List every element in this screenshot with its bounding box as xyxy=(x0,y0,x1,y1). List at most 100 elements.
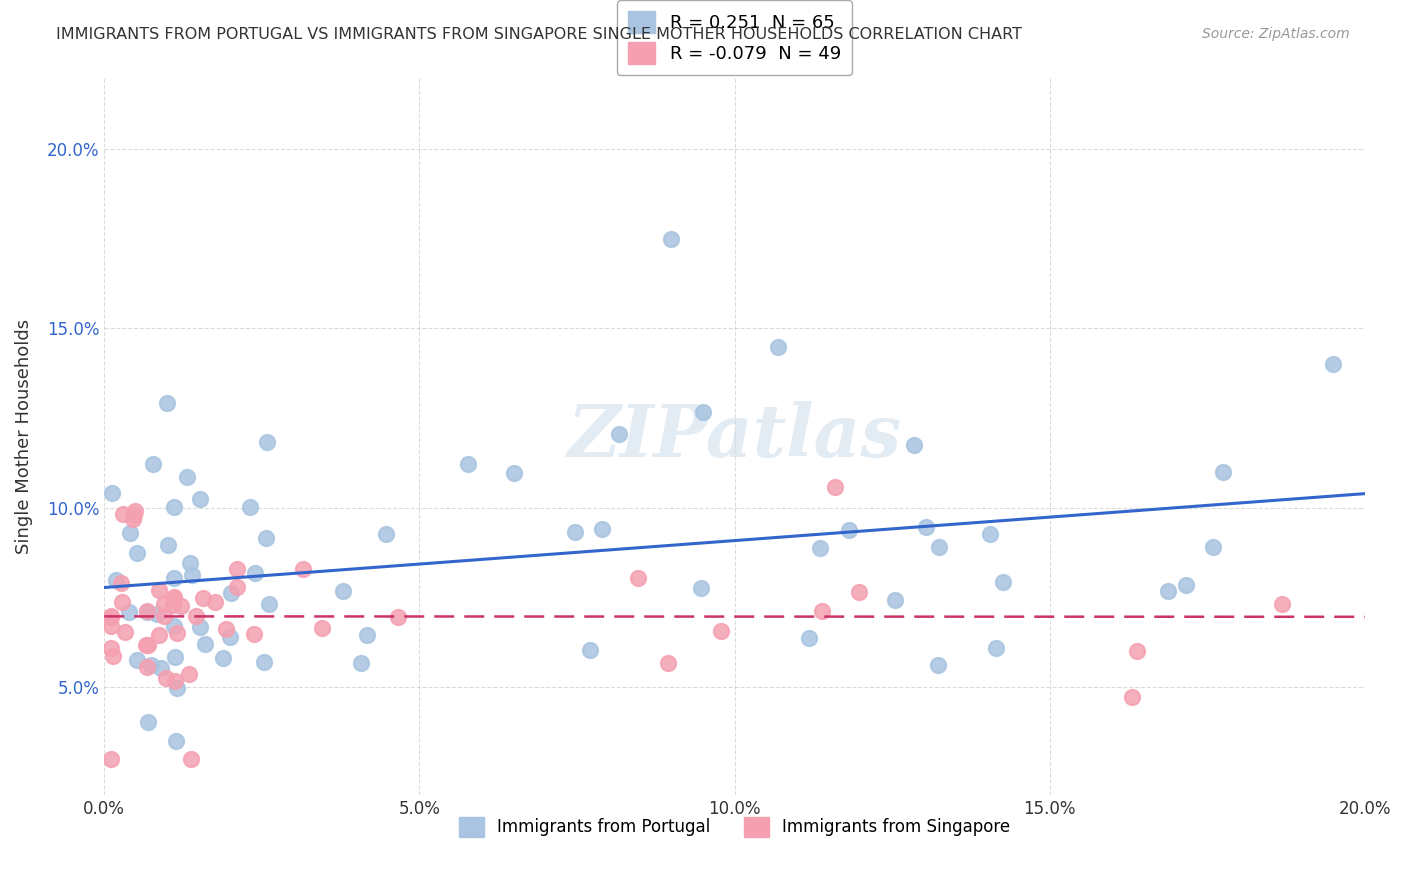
Point xyxy=(219,630,242,644)
Point xyxy=(163,500,186,515)
Point xyxy=(188,620,211,634)
Point xyxy=(162,570,184,584)
Point xyxy=(117,605,139,619)
Point xyxy=(136,638,159,652)
Point xyxy=(903,438,925,452)
Point xyxy=(692,405,714,419)
Point xyxy=(166,681,188,695)
Point xyxy=(927,658,949,673)
Point xyxy=(146,607,169,621)
Point xyxy=(1157,584,1180,599)
Point xyxy=(155,671,177,685)
Point xyxy=(984,640,1007,655)
Point xyxy=(124,504,146,518)
Point xyxy=(191,591,214,606)
Point xyxy=(356,628,378,642)
Point xyxy=(253,655,276,669)
Point xyxy=(163,673,186,688)
Point xyxy=(135,605,157,619)
Point xyxy=(136,604,159,618)
Point xyxy=(979,527,1001,541)
Point xyxy=(243,566,266,581)
Point xyxy=(111,595,134,609)
Point xyxy=(291,562,314,576)
Point xyxy=(100,640,122,655)
Point xyxy=(564,525,586,540)
Point xyxy=(142,457,165,471)
Point xyxy=(170,599,193,613)
Point xyxy=(503,466,526,480)
Point xyxy=(214,622,236,636)
Point xyxy=(838,523,860,537)
Point xyxy=(148,582,170,597)
Point xyxy=(188,491,211,506)
Point xyxy=(808,541,831,556)
Point xyxy=(884,593,907,607)
Point xyxy=(122,512,145,526)
Point xyxy=(811,604,834,618)
Point xyxy=(387,610,409,624)
Point xyxy=(100,752,122,766)
Point xyxy=(914,520,936,534)
Point xyxy=(100,619,122,633)
Text: IMMIGRANTS FROM PORTUGAL VS IMMIGRANTS FROM SINGAPORE SINGLE MOTHER HOUSEHOLDS C: IMMIGRANTS FROM PORTUGAL VS IMMIGRANTS F… xyxy=(56,27,1022,42)
Point xyxy=(579,643,602,657)
Point xyxy=(111,507,134,521)
Point xyxy=(1174,578,1197,592)
Point xyxy=(799,632,821,646)
Point xyxy=(1212,465,1234,479)
Point xyxy=(179,666,201,681)
Point xyxy=(136,714,159,729)
Point xyxy=(181,567,204,582)
Point xyxy=(690,581,713,595)
Text: Source: ZipAtlas.com: Source: ZipAtlas.com xyxy=(1202,27,1350,41)
Point xyxy=(101,485,124,500)
Point xyxy=(152,609,174,624)
Point xyxy=(768,340,790,354)
Point xyxy=(1121,690,1143,704)
Point xyxy=(180,752,202,766)
Point xyxy=(163,591,186,605)
Point xyxy=(591,522,613,536)
Point xyxy=(157,538,180,552)
Point xyxy=(118,525,141,540)
Point xyxy=(332,584,354,599)
Point xyxy=(311,622,333,636)
Point xyxy=(1271,597,1294,611)
Point xyxy=(135,660,157,674)
Point xyxy=(661,232,683,246)
Legend: Immigrants from Portugal, Immigrants from Singapore: Immigrants from Portugal, Immigrants fro… xyxy=(453,810,1017,844)
Point xyxy=(165,649,187,664)
Point xyxy=(1126,644,1149,658)
Point xyxy=(194,636,217,650)
Point xyxy=(239,500,262,515)
Point xyxy=(254,531,277,545)
Point xyxy=(179,556,201,570)
Y-axis label: Single Mother Households: Single Mother Households xyxy=(15,318,32,554)
Point xyxy=(457,457,479,471)
Point xyxy=(219,585,242,599)
Point xyxy=(186,608,208,623)
Point xyxy=(135,638,157,652)
Point xyxy=(122,508,145,522)
Point xyxy=(103,649,125,664)
Point xyxy=(141,658,163,673)
Point xyxy=(148,628,170,642)
Point xyxy=(928,541,950,555)
Point xyxy=(1322,357,1344,371)
Text: ZIPatlas: ZIPatlas xyxy=(568,401,901,472)
Point xyxy=(166,626,188,640)
Point xyxy=(125,546,148,560)
Point xyxy=(225,580,247,594)
Point xyxy=(824,480,846,494)
Point xyxy=(375,527,398,541)
Point xyxy=(242,627,264,641)
Point xyxy=(110,575,132,590)
Point xyxy=(993,575,1015,590)
Point xyxy=(225,562,247,576)
Point xyxy=(212,650,235,665)
Point xyxy=(1202,540,1225,554)
Point xyxy=(100,609,122,624)
Point xyxy=(153,597,176,611)
Point xyxy=(156,396,179,410)
